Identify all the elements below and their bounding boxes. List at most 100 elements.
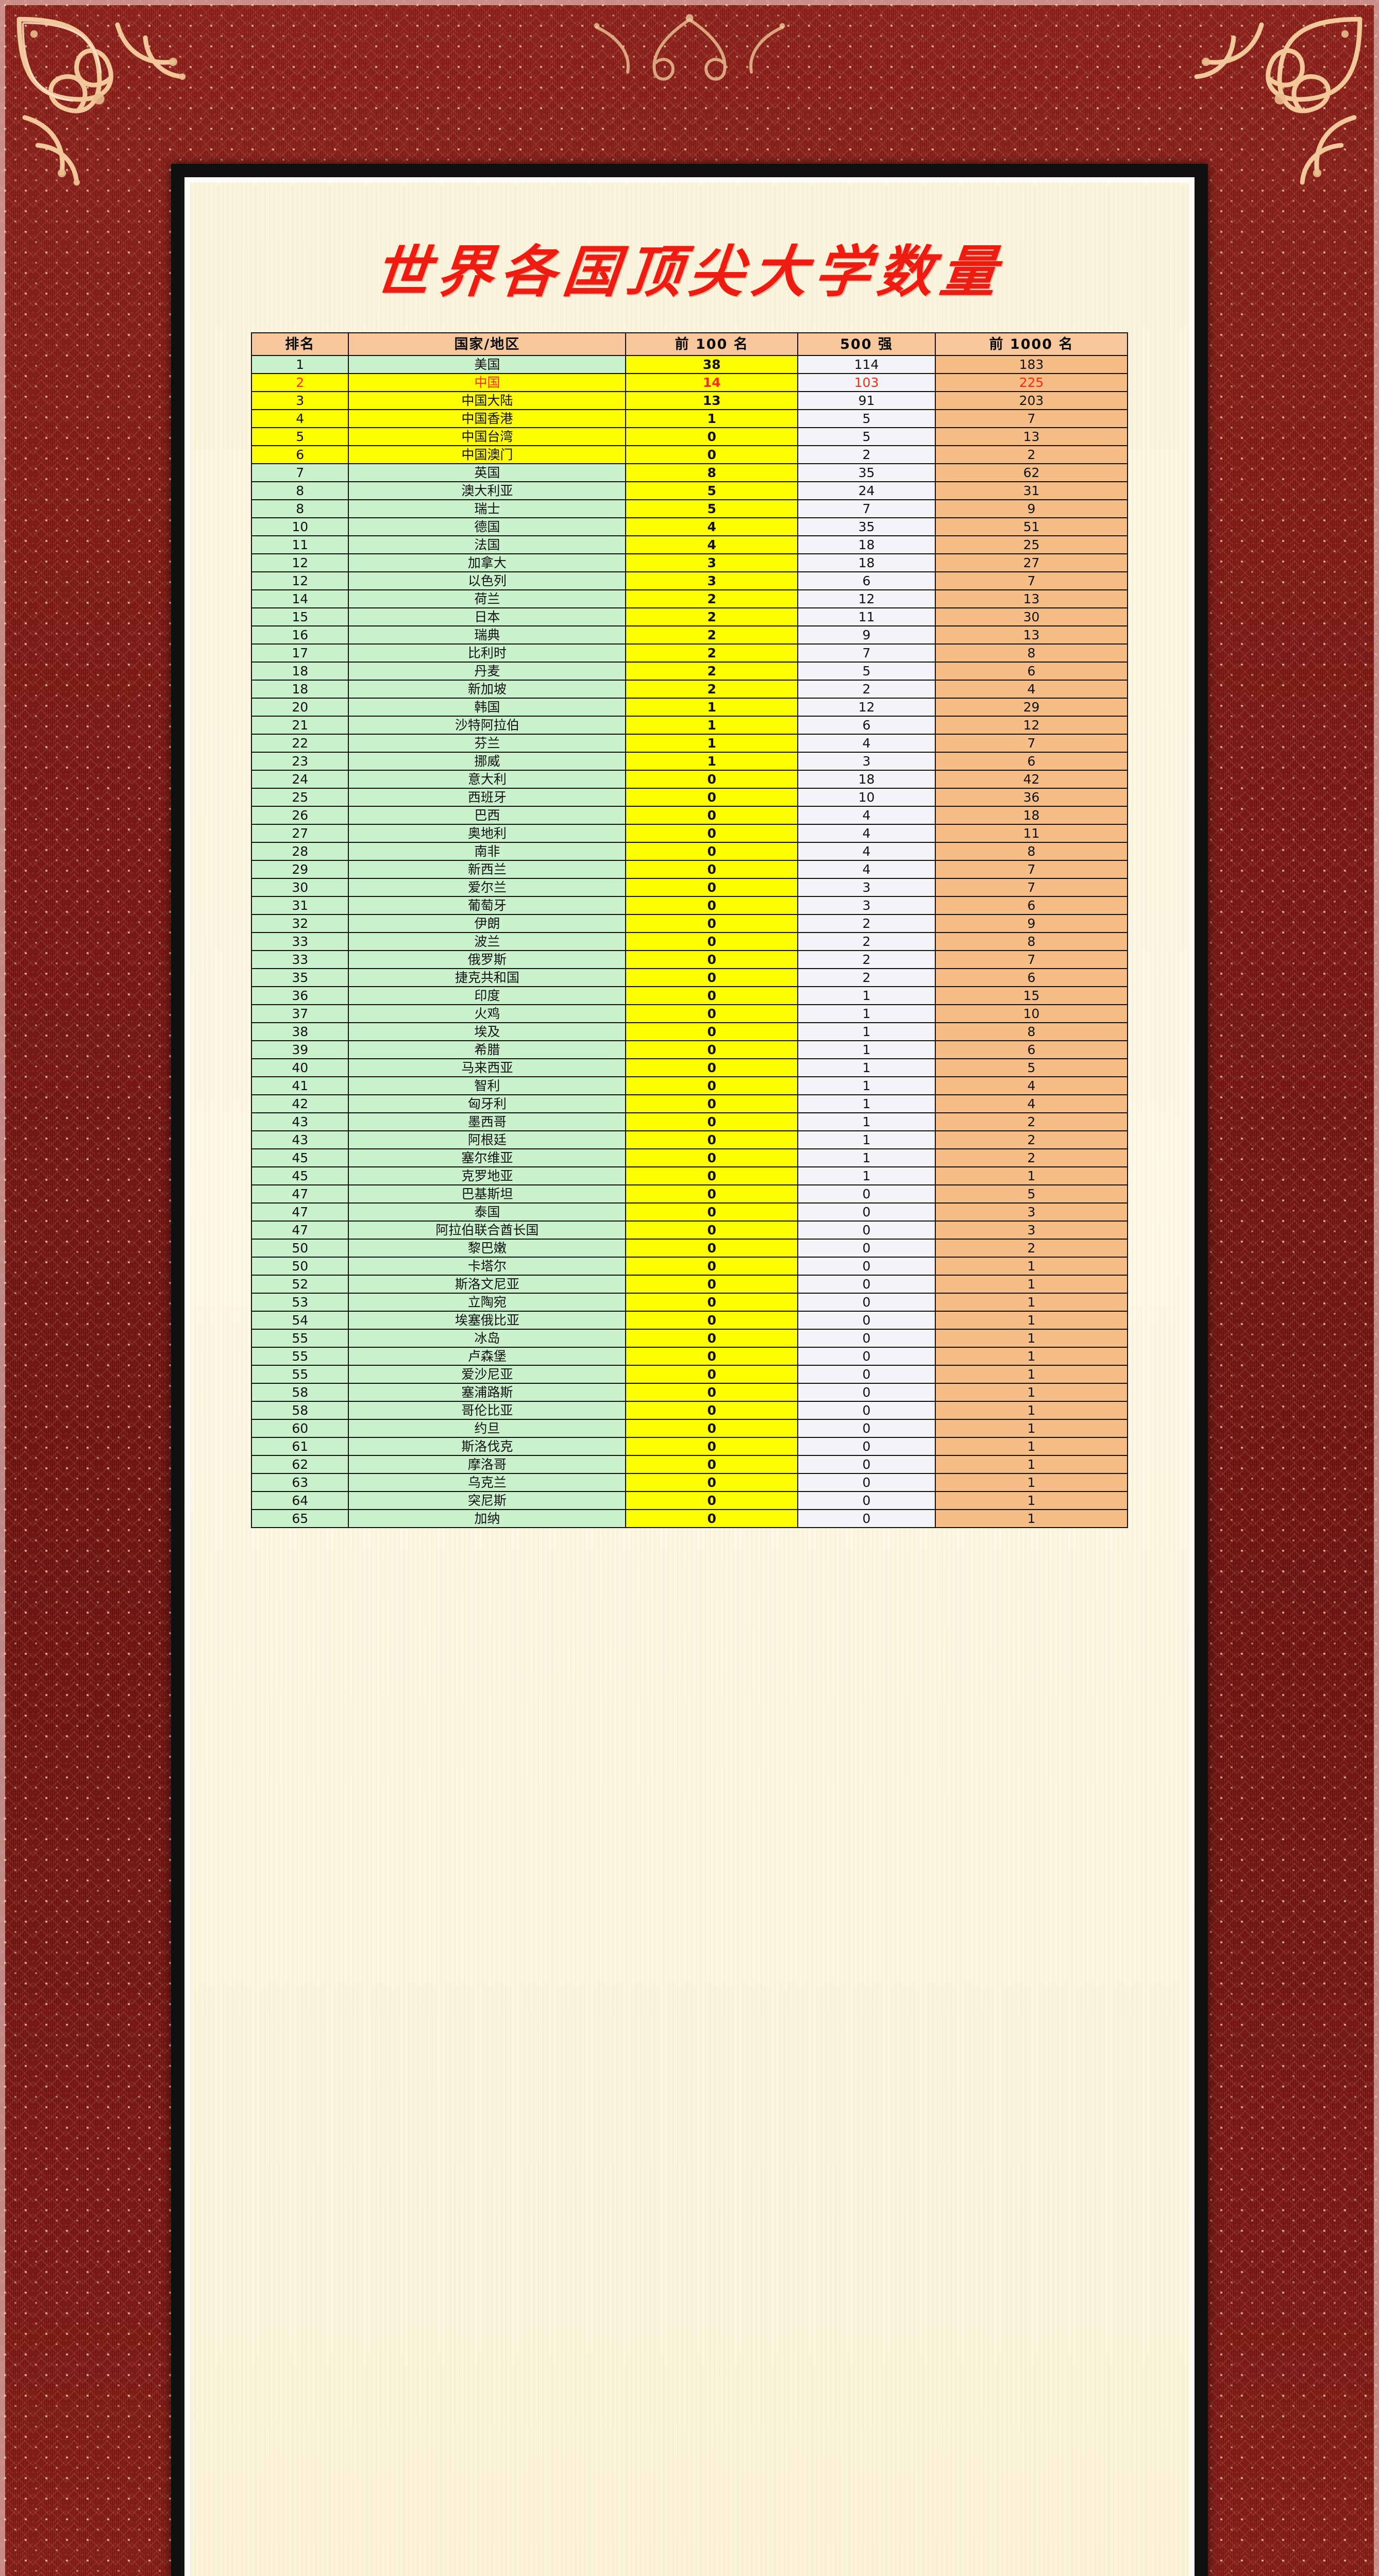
table-row: 31 葡萄牙 0 3 6: [250, 896, 1129, 915]
cell-top500: 5: [797, 662, 936, 681]
table-row: 33 俄罗斯 0 2 7: [250, 950, 1129, 969]
cell-country: 墨西哥: [348, 1112, 627, 1131]
cell-country: 葡萄牙: [348, 896, 627, 915]
cell-country: 法国: [348, 535, 627, 554]
table-row: 43 阿根廷 0 1 2: [250, 1130, 1129, 1149]
table-row: 5 中国台湾 0 5 13: [250, 427, 1129, 446]
cell-rank: 41: [250, 1076, 349, 1095]
cell-top100: 4: [625, 535, 799, 554]
cell-top100: 0: [625, 1058, 799, 1077]
cell-country: 意大利: [348, 770, 627, 789]
cell-top100: 3: [625, 571, 799, 590]
table-row: 11 法国 4 18 25: [250, 535, 1129, 554]
cell-top100: 13: [625, 391, 799, 410]
cell-top100: 0: [625, 1311, 799, 1330]
cell-top1000: 5: [934, 1058, 1129, 1077]
cell-top500: 1: [797, 1022, 936, 1041]
cell-country: 中国大陆: [348, 391, 627, 410]
cell-rank: 47: [250, 1221, 349, 1240]
cell-country: 波兰: [348, 932, 627, 951]
cell-rank: 8: [250, 499, 349, 518]
cell-rank: 55: [250, 1347, 349, 1366]
cell-top500: 7: [797, 499, 936, 518]
cell-top1000: 1: [934, 1437, 1129, 1456]
cell-top1000: 4: [934, 680, 1129, 699]
table-row: 58 塞浦路斯 0 0 1: [250, 1383, 1129, 1402]
cell-country: 斯洛伐克: [348, 1437, 627, 1456]
cell-top1000: 5: [934, 1184, 1129, 1204]
cell-top1000: 36: [934, 788, 1129, 807]
table-row: 28 南非 0 4 8: [250, 842, 1129, 861]
cell-country: 加纳: [348, 1509, 627, 1528]
cell-country: 埃塞俄比亚: [348, 1311, 627, 1330]
cell-country: 以色列: [348, 571, 627, 590]
cell-top500: 0: [797, 1365, 936, 1384]
cell-top500: 0: [797, 1509, 936, 1528]
cell-rank: 45: [250, 1166, 349, 1185]
cell-top100: 2: [625, 680, 799, 699]
cell-top100: 0: [625, 1130, 799, 1149]
table-row: 21 沙特阿拉伯 1 6 12: [250, 716, 1129, 735]
cell-country: 阿拉伯联合酋长国: [348, 1221, 627, 1240]
edge-ornament-top: [458, 4, 921, 81]
cell-top500: 2: [797, 968, 936, 987]
cell-top500: 0: [797, 1437, 936, 1456]
cell-top500: 0: [797, 1473, 936, 1492]
table-row: 32 伊朗 0 2 9: [250, 914, 1129, 933]
cell-rank: 22: [250, 734, 349, 753]
table-row: 42 匈牙利 0 1 4: [250, 1094, 1129, 1113]
cell-top100: 0: [625, 1473, 799, 1492]
cell-top1000: 7: [934, 878, 1129, 897]
cell-top1000: 2: [934, 1148, 1129, 1167]
cell-top1000: 13: [934, 427, 1129, 446]
cell-top500: 0: [797, 1239, 936, 1258]
cell-country: 匈牙利: [348, 1094, 627, 1113]
table-row: 62 摩洛哥 0 0 1: [250, 1455, 1129, 1474]
cell-top500: 4: [797, 824, 936, 843]
cell-top1000: 30: [934, 607, 1129, 626]
cell-country: 奥地利: [348, 824, 627, 843]
cell-rank: 6: [250, 445, 349, 464]
cell-rank: 60: [250, 1419, 349, 1438]
cell-top1000: 2: [934, 1130, 1129, 1149]
cell-top500: 2: [797, 680, 936, 699]
cell-top500: 1: [797, 1148, 936, 1167]
university-count-table: 排名 国家/地区 前 100 名 500 强 前 1000 名 1 美国 38 114…: [250, 332, 1129, 1528]
table-row: 15 日本 2 11 30: [250, 607, 1129, 626]
cell-country: 冰岛: [348, 1329, 627, 1348]
cell-top1000: 8: [934, 932, 1129, 951]
table-row: 18 丹麦 2 5 6: [250, 662, 1129, 681]
cell-top1000: 42: [934, 770, 1129, 789]
cell-top1000: 6: [934, 968, 1129, 987]
cell-top500: 103: [797, 373, 936, 392]
cell-rank: 17: [250, 643, 349, 663]
cell-country: 新西兰: [348, 860, 627, 879]
cell-top500: 10: [797, 788, 936, 807]
cell-top100: 0: [625, 896, 799, 915]
cell-country: 卢森堡: [348, 1347, 627, 1366]
cell-country: 比利时: [348, 643, 627, 663]
table-row: 58 哥伦比亚 0 0 1: [250, 1401, 1129, 1420]
cell-top1000: 8: [934, 643, 1129, 663]
cell-country: 摩洛哥: [348, 1455, 627, 1474]
cell-top100: 0: [625, 1401, 799, 1420]
table-row: 39 希腊 0 1 6: [250, 1040, 1129, 1059]
cell-top500: 3: [797, 896, 936, 915]
cell-top100: 2: [625, 607, 799, 626]
table-row: 20 韩国 1 12 29: [250, 698, 1129, 717]
cell-country: 约旦: [348, 1419, 627, 1438]
cell-top100: 5: [625, 481, 799, 500]
cell-rank: 18: [250, 662, 349, 681]
cell-top1000: 1: [934, 1455, 1129, 1474]
cell-top100: 1: [625, 752, 799, 771]
cell-country: 加拿大: [348, 553, 627, 572]
cell-rank: 47: [250, 1184, 349, 1204]
table-row: 7 英国 8 35 62: [250, 463, 1129, 482]
cell-top100: 4: [625, 517, 799, 536]
table-row: 3 中国大陆 13 91 203: [250, 391, 1129, 410]
cell-top100: 0: [625, 1509, 799, 1528]
cell-top1000: 12: [934, 716, 1129, 735]
cell-top100: 0: [625, 1148, 799, 1167]
cell-country: 西班牙: [348, 788, 627, 807]
table-row: 33 波兰 0 2 8: [250, 932, 1129, 951]
